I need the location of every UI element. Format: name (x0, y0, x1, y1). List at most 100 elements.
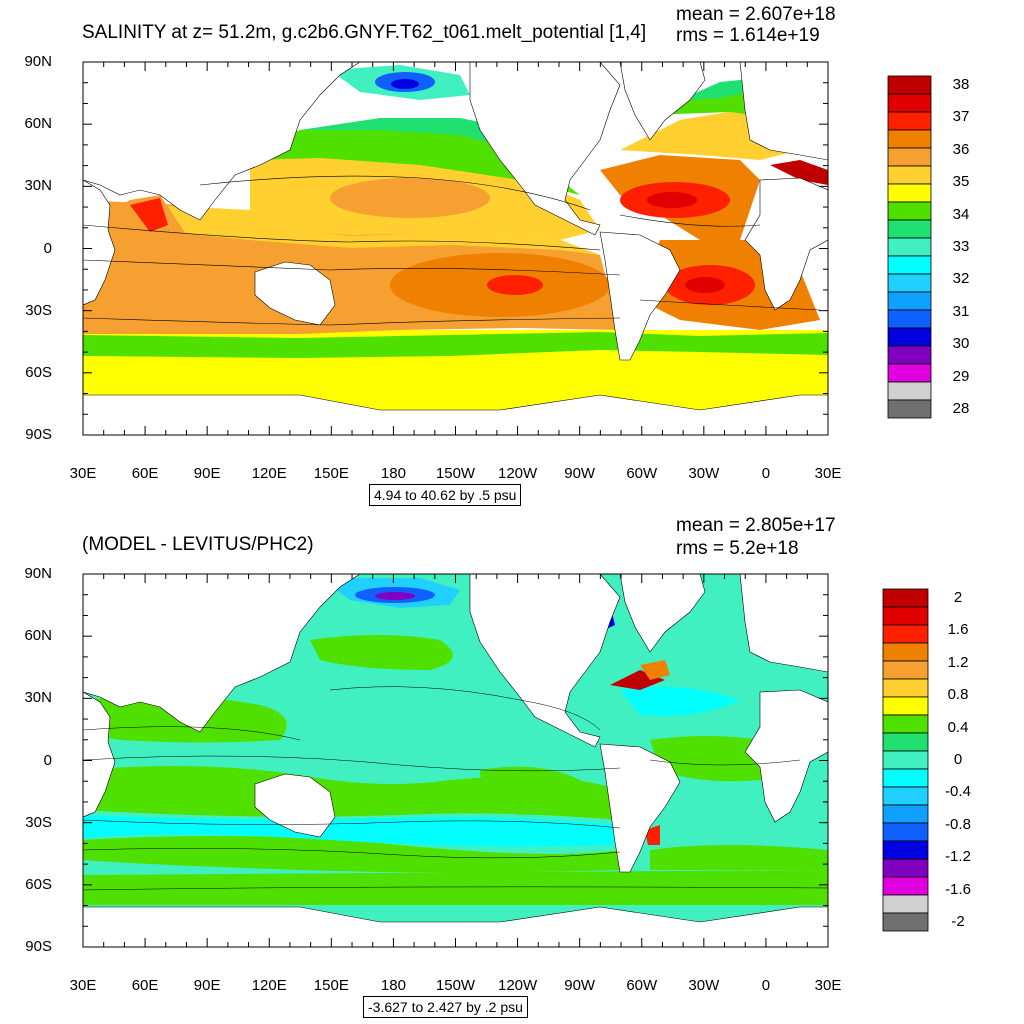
colorbar-label: -0.8 (945, 815, 971, 833)
colorbar-box (887, 237, 932, 257)
lon-label: 150W (435, 465, 476, 482)
lon-label: 120W (497, 465, 538, 482)
lon-label: 90W (564, 465, 596, 482)
colorbar-label: -1.6 (945, 880, 971, 898)
colorbar-box (882, 786, 929, 806)
colorbar-box (882, 714, 929, 734)
lon-label: 30E (69, 977, 97, 994)
lat-label: 30S (25, 301, 52, 319)
lon-label: 150W (435, 977, 476, 994)
colorbar-label: 33 (952, 238, 970, 255)
lon-label: 60W (626, 465, 658, 482)
colorbar-label: 30 (952, 335, 970, 353)
top-panel-mean: mean = 2.607e+18 (676, 4, 836, 25)
colorbar-label: 36 (952, 140, 970, 158)
colorbar-label: 0 (953, 751, 963, 768)
lat-label: 60N (24, 115, 52, 133)
lon-label: 60W (626, 977, 658, 994)
lat-label: 60S (25, 363, 52, 381)
colorbar-box (882, 822, 929, 842)
colorbar-box (882, 858, 929, 878)
lon-label: 180 (380, 977, 406, 994)
colorbar-label: 0.4 (947, 718, 969, 736)
colorbar-box (882, 750, 929, 770)
top-salinity-map (83, 62, 828, 435)
top-panel-rms: rms = 1.614e+19 (676, 25, 820, 46)
colorbar-box (882, 732, 929, 752)
lat-label: 60S (25, 875, 52, 893)
lon-label: 0 (761, 977, 771, 994)
colorbar-box (887, 345, 932, 365)
lat-label: 30N (24, 177, 52, 195)
bottom-colorbar (882, 588, 929, 932)
lon-label: 180 (380, 465, 406, 482)
lon-label: 30W (688, 465, 720, 482)
colorbar-label: -1.2 (945, 848, 971, 866)
colorbar-box (887, 309, 932, 329)
colorbar-box (887, 129, 932, 149)
lat-label: 0 (43, 751, 52, 769)
colorbar-box (882, 678, 929, 698)
bottom-panel-mean: mean = 2.805e+17 (676, 515, 836, 536)
colorbar-box (887, 291, 932, 311)
lat-label: 0 (43, 239, 52, 257)
colorbar-label: 29 (952, 367, 970, 385)
colorbar-label: 1.2 (947, 653, 969, 671)
colorbar-box (887, 399, 932, 419)
colorbar-label: -2 (951, 913, 965, 930)
colorbar-label: -0.4 (945, 783, 971, 801)
bottom-axis-ticks (82, 573, 829, 948)
lon-label: 30W (688, 977, 720, 994)
colorbar-box (887, 147, 932, 167)
colorbar-box (887, 273, 932, 293)
colorbar-box (887, 255, 932, 275)
lat-label: 90S (25, 426, 52, 443)
lon-label: 0 (761, 465, 771, 482)
lon-label: 120E (251, 977, 287, 994)
lon-label: 120W (497, 977, 538, 994)
lon-label: 120E (251, 465, 287, 482)
colorbar-label: 32 (952, 270, 970, 288)
bottom-panel-rms: rms = 5.2e+18 (676, 538, 799, 559)
top-colorbar (887, 75, 932, 419)
lon-label: 90E (193, 465, 221, 482)
lat-label: 30S (25, 813, 52, 831)
bottom-panel-title: (MODEL - LEVITUS/PHC2) (82, 534, 314, 555)
lat-label: 30N (24, 689, 52, 707)
colorbar-box (882, 606, 929, 626)
lon-label: 90E (193, 977, 221, 994)
colorbar-box (882, 660, 929, 680)
colorbar-box (882, 624, 929, 644)
colorbar-label: 1.6 (947, 621, 969, 639)
lat-label: 90S (25, 938, 52, 955)
colorbar-box (887, 219, 932, 239)
colorbar-box (882, 588, 929, 608)
colorbar-box (882, 840, 929, 860)
colorbar-box (882, 768, 929, 788)
colorbar-box (882, 894, 929, 914)
lon-label: 30E (69, 465, 97, 482)
colorbar-label: 35 (952, 173, 970, 191)
lon-label: 60E (131, 977, 159, 994)
colorbar-label: 34 (952, 205, 970, 223)
lon-label: 150E (313, 465, 349, 482)
colorbar-box (887, 381, 932, 401)
colorbar-box (887, 363, 932, 383)
colorbar-box (887, 75, 932, 95)
lon-label: 30E (814, 977, 842, 994)
colorbar-box (882, 804, 929, 824)
lat-label: 90N (24, 565, 52, 582)
lon-label: 90W (564, 977, 596, 994)
colorbar-box (882, 876, 929, 896)
colorbar-label: 37 (952, 108, 970, 126)
top-panel-title: SALINITY at z= 51.2m, g.c2b6.GNYF.T62_t0… (82, 22, 647, 43)
lat-label: 60N (24, 627, 52, 645)
colorbar-label: 31 (952, 302, 970, 320)
lon-label: 30E (814, 465, 842, 482)
colorbar-label: 0.8 (947, 686, 969, 704)
colorbar-label: 2 (953, 589, 963, 606)
colorbar-box (887, 165, 932, 185)
colorbar-box (882, 912, 929, 932)
lat-label: 90N (24, 53, 52, 70)
